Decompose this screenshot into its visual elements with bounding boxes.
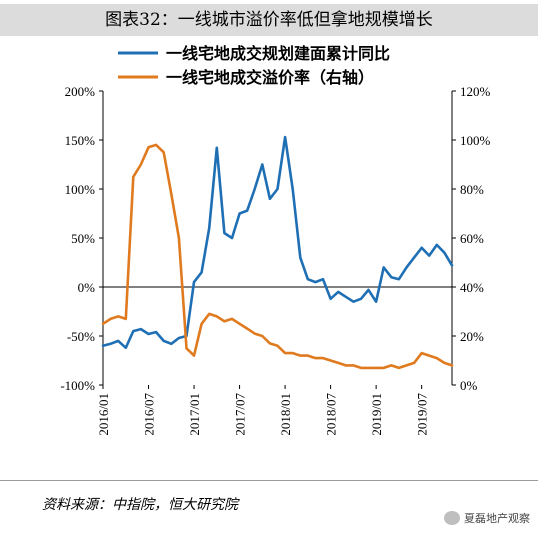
line-chart: 一线宅地成交规划建面累计同比 一线宅地成交溢价率（右轴） 200% 150% 100… <box>60 44 490 436</box>
y-left-tick-label: -50% <box>67 329 95 344</box>
series-line-1 <box>101 135 454 350</box>
y-right-tick-label: 40% <box>460 280 484 295</box>
y-right-tick-label: 100% <box>460 133 491 148</box>
chart-title: 图表32：一线城市溢价率低但拿地规模增长 <box>0 4 538 36</box>
x-tick-label: 2018/07 <box>324 393 339 436</box>
x-tick-label: 2016/01 <box>96 393 111 436</box>
legend-label-series-1: 一线宅地成交规划建面累计同比 <box>166 44 390 63</box>
y-left-tick-label: 200% <box>65 84 96 99</box>
y-left-tick-label: 100% <box>65 182 96 197</box>
legend: 一线宅地成交规划建面累计同比 一线宅地成交溢价率（右轴） <box>118 44 390 87</box>
y-left-tick-label: 150% <box>65 133 96 148</box>
x-tick-label: 2017/07 <box>233 393 248 436</box>
y-right-tick-label: 120% <box>460 84 491 99</box>
watermark: 夏磊地产观察 <box>444 510 530 526</box>
series-line-2 <box>101 143 454 370</box>
x-tick-label: 2017/01 <box>187 393 202 436</box>
x-tick-label: 2018/01 <box>278 393 293 436</box>
x-tick-label: 2016/07 <box>142 393 157 436</box>
watermark-label: 夏磊地产观察 <box>464 512 530 525</box>
y-right-tick-label: 20% <box>460 329 484 344</box>
y-left-tick-label: 0% <box>78 280 96 295</box>
y-left-tick-label: 50% <box>71 231 95 246</box>
source-note: 资料来源：中指院，恒大研究院 <box>42 497 238 513</box>
x-tick-label: 2019/01 <box>369 393 384 436</box>
y-right-tick-label: 80% <box>460 182 484 197</box>
y-left-tick-label: -100% <box>60 378 95 393</box>
y-right-tick-label: 0% <box>460 378 478 393</box>
x-tick-label: 2019/07 <box>415 393 430 436</box>
axes: 200% 150% 100% 50% 0% -50% -100% 120% 100% 80% 60%… <box>60 84 490 436</box>
divider <box>0 480 538 481</box>
legend-label-series-2: 一线宅地成交溢价率（右轴） <box>166 68 374 87</box>
plot-area <box>101 135 454 370</box>
wechat-icon <box>444 511 460 525</box>
y-right-tick-label: 60% <box>460 231 484 246</box>
